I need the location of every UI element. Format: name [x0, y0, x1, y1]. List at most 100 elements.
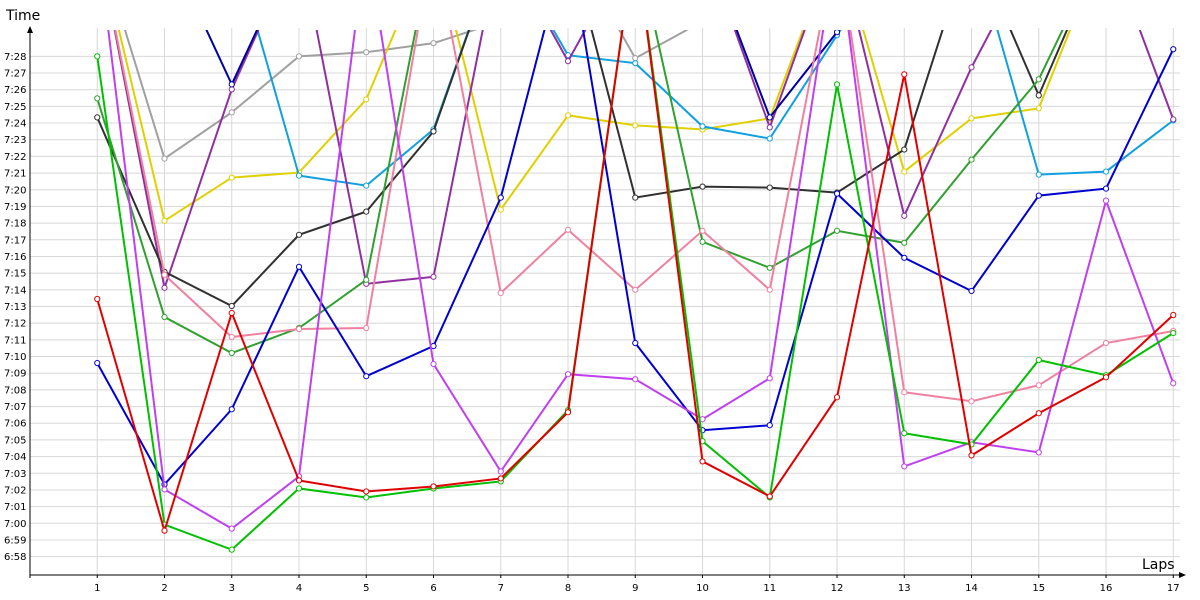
data-point [363, 208, 370, 215]
data-point [161, 271, 168, 278]
data-point [1035, 171, 1042, 178]
data-point [430, 273, 437, 280]
data-point [161, 155, 168, 162]
x-tick-label: 8 [565, 583, 571, 594]
data-point [228, 525, 235, 532]
data-point [1035, 192, 1042, 199]
data-point [766, 286, 773, 293]
data-point [295, 485, 303, 492]
x-arrow [1179, 572, 1186, 578]
data-point [295, 325, 303, 333]
data-point [94, 114, 101, 121]
y-tick-label: 7:09 [4, 369, 26, 380]
data-point [833, 394, 841, 401]
series-line [96, 30, 1064, 355]
y-tick-label: 7:22 [4, 152, 26, 163]
data-point [632, 194, 639, 201]
y-tick-label: 7:14 [4, 285, 26, 296]
y-tick-label: 7:11 [4, 335, 26, 346]
data-point [430, 360, 437, 368]
x-axis-label: Laps [1142, 557, 1175, 573]
data-point [228, 81, 235, 88]
y-tick-label: 7:12 [4, 319, 26, 330]
y-tick-label: 7:08 [4, 385, 26, 396]
x-tick-label: 14 [965, 583, 978, 594]
data-point [228, 333, 235, 341]
x-tick-label: 7 [498, 583, 504, 594]
data-point [228, 109, 235, 116]
x-tick-label: 10 [696, 583, 709, 594]
data-point [766, 124, 773, 131]
y-tick-label: 7:16 [4, 252, 26, 263]
plot-area [94, 19, 1177, 553]
data-point [228, 546, 235, 553]
data-point [901, 463, 908, 470]
data-point [363, 494, 370, 501]
data-point [295, 53, 303, 60]
data-point [363, 373, 370, 380]
data-point [363, 182, 370, 189]
data-point [1102, 339, 1110, 347]
data-point [833, 190, 841, 197]
x-tick-label: 13 [898, 583, 911, 594]
data-point [363, 96, 370, 103]
data-point [1035, 449, 1042, 456]
data-point [632, 286, 639, 293]
y-tick-label: 7:01 [4, 502, 26, 513]
y-tick-label: 7:04 [4, 452, 26, 463]
data-point [901, 239, 908, 246]
data-point [632, 122, 639, 129]
data-point [1170, 311, 1177, 319]
data-point [228, 86, 235, 93]
data-point [564, 226, 572, 233]
data-point [968, 398, 975, 405]
data-point [700, 19, 705, 24]
data-point [968, 287, 975, 295]
data-point [766, 375, 773, 382]
data-point [901, 212, 908, 219]
x-tick-label: 6 [430, 583, 436, 594]
data-point [1035, 92, 1042, 99]
data-point [766, 264, 773, 271]
data-point [1170, 116, 1177, 123]
data-point [968, 115, 975, 122]
data-point [766, 422, 773, 429]
data-point [497, 475, 504, 482]
data-point [766, 493, 773, 500]
x-tick-label: 9 [632, 583, 638, 594]
data-point [1102, 185, 1110, 192]
data-point [1035, 105, 1042, 112]
x-tick-label: 4 [296, 583, 302, 594]
y-tick-label: 7:06 [4, 419, 26, 430]
series-line [96, 30, 1174, 535]
data-point [766, 135, 773, 142]
data-point [430, 483, 437, 490]
data-point [564, 409, 572, 416]
data-point [94, 53, 101, 60]
data-point [699, 238, 706, 245]
grid [30, 28, 1180, 575]
x-tick-label: 15 [1032, 583, 1045, 594]
data-point [968, 64, 975, 71]
data-point [766, 114, 773, 121]
data-point [833, 227, 841, 234]
x-tick-label: 12 [831, 583, 844, 594]
data-point [766, 184, 773, 191]
data-point [699, 123, 706, 130]
data-point [497, 289, 504, 297]
data-point [901, 389, 908, 396]
y-tick-label: 7:03 [4, 469, 26, 480]
data-point [161, 284, 168, 291]
data-point [1035, 382, 1042, 389]
y-tick-label: 6:59 [4, 535, 26, 546]
y-tick-label: 7:10 [4, 352, 26, 363]
data-point [632, 55, 639, 62]
y-tick-label: 6:58 [4, 552, 26, 563]
data-point [968, 156, 975, 163]
y-tick-label: 7:17 [4, 235, 26, 246]
data-point [833, 30, 841, 36]
x-tick-label: 16 [1100, 583, 1113, 594]
y-tick-label: 7:15 [4, 269, 26, 280]
data-point [363, 488, 370, 495]
data-point [1170, 46, 1177, 53]
